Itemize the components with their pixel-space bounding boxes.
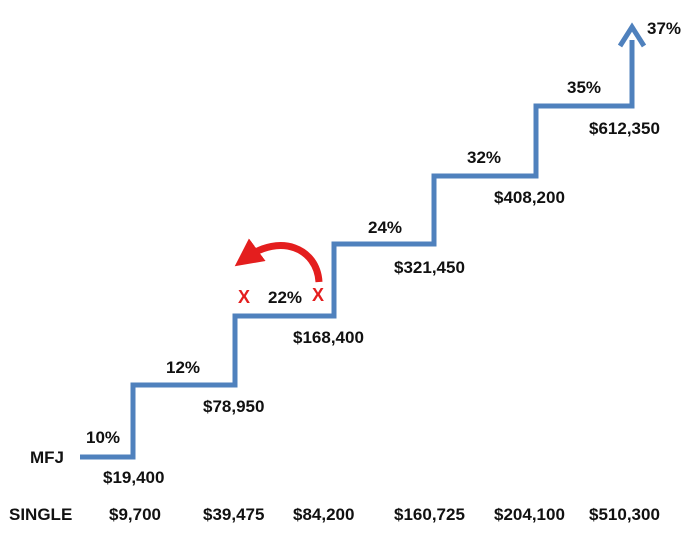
bracket-staircase-line <box>80 40 635 460</box>
x-mark-left: X <box>238 287 250 307</box>
single-threshold: $84,200 <box>293 505 354 524</box>
single-threshold: $204,100 <box>494 505 565 524</box>
single-row-label: SINGLE <box>9 505 72 524</box>
up-arrow-icon <box>617 22 647 48</box>
rate-label-10: 10% <box>86 428 120 447</box>
mfj-row-label: MFJ <box>30 448 64 467</box>
mfj-threshold: $612,350 <box>589 119 660 138</box>
mfj-threshold: $321,450 <box>394 258 465 277</box>
rate-label-32: 32% <box>467 148 501 167</box>
single-threshold: $510,300 <box>589 505 660 524</box>
curved-left-arrow-icon <box>234 238 323 283</box>
single-threshold: $160,725 <box>394 505 465 524</box>
rate-label-35: 35% <box>567 78 601 97</box>
mfj-threshold: $78,950 <box>203 397 264 416</box>
single-threshold: $39,475 <box>203 505 264 524</box>
mfj-threshold: $168,400 <box>293 328 364 347</box>
rate-label-24: 24% <box>368 218 402 237</box>
rate-label-37: 37% <box>647 19 681 38</box>
mfj-threshold: $19,400 <box>103 468 164 487</box>
x-mark-right: X <box>312 285 324 305</box>
mfj-threshold: $408,200 <box>494 188 565 207</box>
rate-label-12: 12% <box>166 358 200 377</box>
rate-label-22: 22% <box>268 288 302 307</box>
single-threshold: $9,700 <box>109 505 161 524</box>
